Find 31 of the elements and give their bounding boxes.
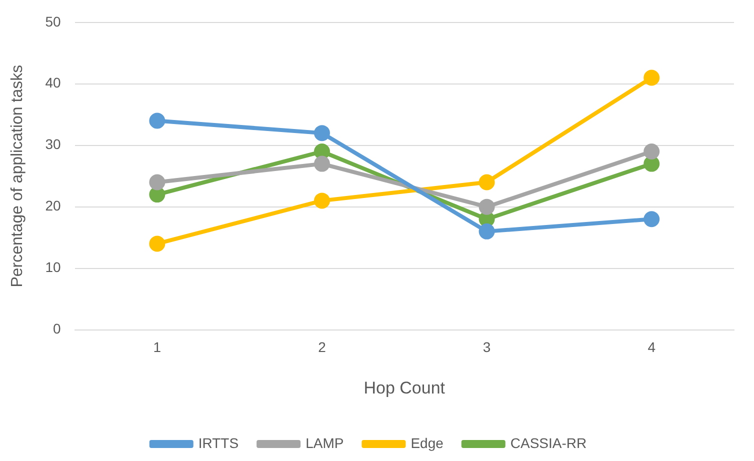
y-axis-title: Percentage of application tasks [9,64,26,288]
point [314,156,330,172]
point [644,144,660,160]
x-axis-title: Hop Count [364,378,446,398]
point [149,186,166,203]
x-tick-label: 4 [648,339,656,356]
y-tick-label: 0 [52,320,61,337]
y-tick-label: 20 [45,198,61,214]
point [149,174,166,190]
point [478,198,495,215]
x-tick-label: 3 [482,339,491,356]
point [644,211,660,228]
point [644,156,660,172]
legend-label: CASSIA-RR [510,434,587,451]
y-tick-label: 40 [45,74,61,91]
x-tick-label: 1 [153,339,162,356]
y-tick-label: 30 [45,136,61,152]
point [478,174,495,190]
legend-label: IRTTS [198,434,239,451]
legend-label: Edge [410,434,444,451]
x-tick-label: 2 [318,339,326,356]
legend-label: LAMP [306,434,344,451]
point [314,125,330,142]
point [644,70,660,86]
point [314,144,330,160]
point [149,112,166,129]
point [314,192,330,209]
point [478,223,495,240]
y-tick-label: 50 [45,13,61,30]
point [149,236,166,252]
y-tick-label: 10 [45,259,61,276]
